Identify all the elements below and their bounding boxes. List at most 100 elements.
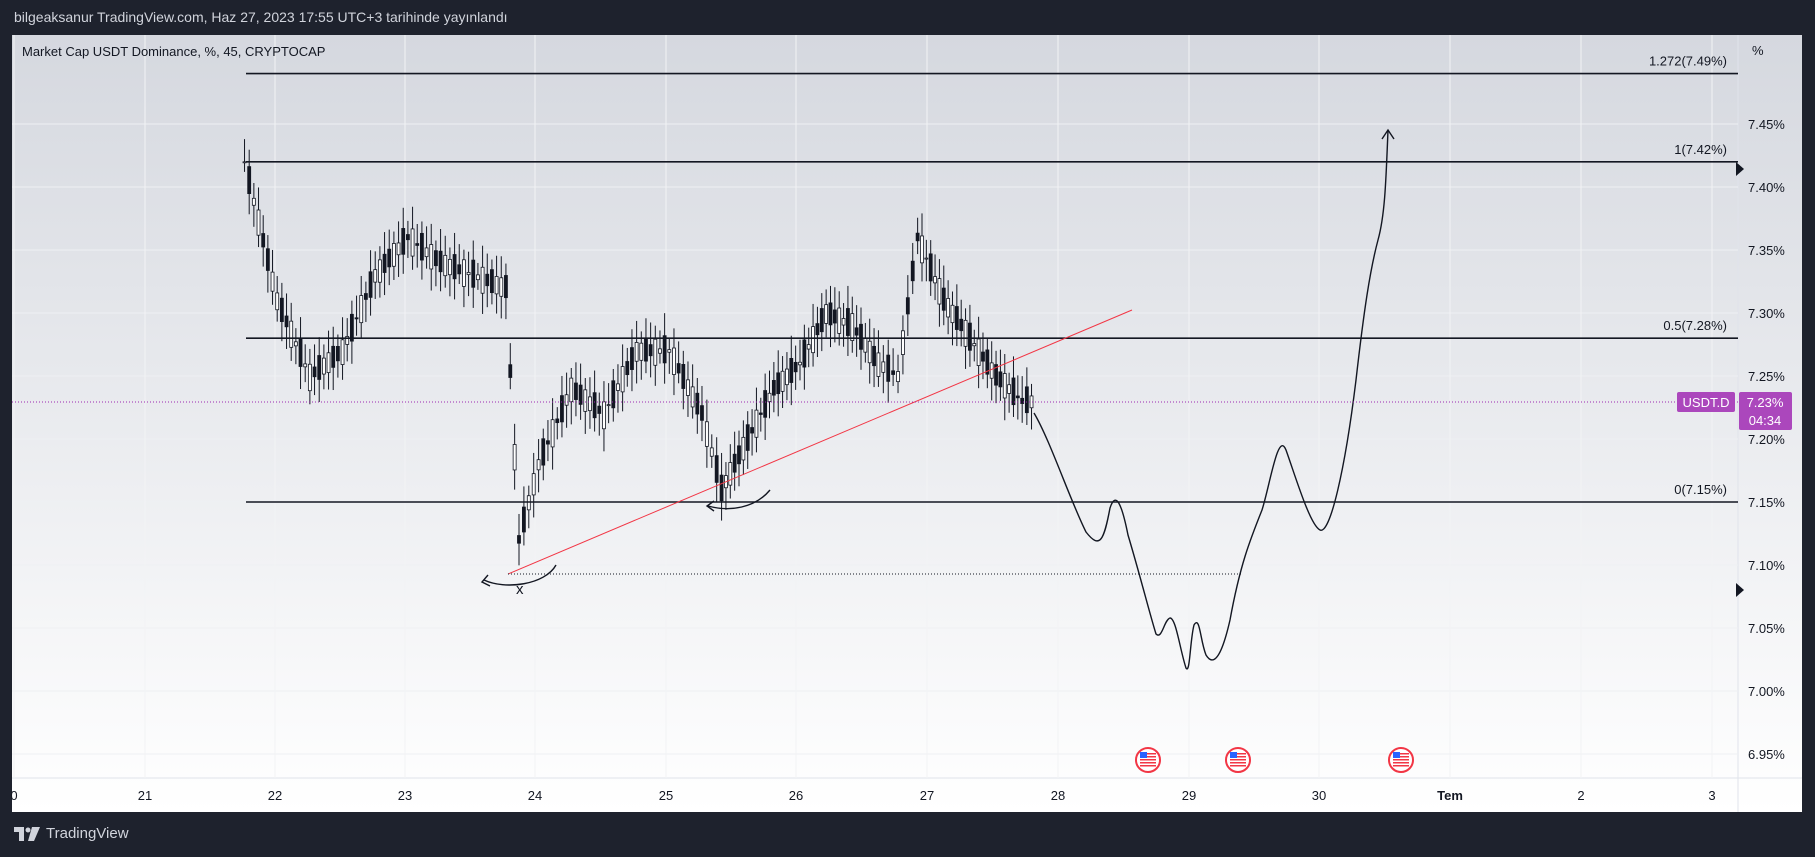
candle-body [630, 347, 634, 370]
candle-body [611, 380, 616, 409]
time-tick-label: 25 [659, 788, 673, 803]
flag-stripe [1230, 759, 1246, 761]
candle-body [928, 253, 933, 282]
candle-body [905, 297, 910, 315]
footer: TradingView [0, 812, 1815, 857]
price-tick-label: 7.45% [1748, 117, 1785, 132]
candle-body [789, 358, 794, 383]
candle-body [536, 459, 541, 471]
economic-events [1135, 747, 1414, 773]
candle-body [550, 419, 555, 448]
candle-body [303, 363, 308, 368]
price-tick-label: 7.30% [1748, 306, 1785, 321]
support-trendline[interactable] [507, 309, 1133, 575]
us-flag-icon[interactable] [1388, 747, 1414, 773]
candle-body [340, 339, 345, 365]
candle-body [541, 438, 546, 466]
candle-body [247, 166, 252, 194]
candle-body [354, 317, 359, 320]
candle-body [251, 197, 256, 206]
candle-body [345, 336, 350, 345]
candle-body [242, 161, 247, 164]
candle-body [859, 323, 863, 350]
forecast-arrow-head [1381, 128, 1395, 140]
candle-body [298, 338, 303, 367]
candle-body [850, 313, 855, 341]
candle-body [745, 424, 750, 451]
candle-body [546, 440, 550, 445]
us-flag-icon[interactable] [1135, 747, 1161, 773]
candle-body [462, 259, 466, 287]
flag-canton [1393, 752, 1400, 758]
candle-body [700, 405, 704, 421]
candle-body [508, 364, 513, 378]
candle-body [321, 357, 326, 375]
candle-body [424, 247, 429, 258]
candle-body [452, 254, 457, 280]
candle-body [662, 335, 667, 364]
time-tick-label: Tem [1437, 788, 1463, 803]
candle-body [690, 386, 695, 408]
candle-body [410, 228, 415, 257]
candle-body [841, 318, 846, 326]
fib-levels: 1.272(7.49%) 1(7.42%) 0.5(7.28%) 0(7.15%) [246, 54, 1744, 503]
candle-body [606, 404, 611, 407]
candle-body [854, 327, 859, 336]
forecast-path[interactable] [1033, 129, 1389, 670]
candle-body [396, 242, 401, 256]
candle-body [443, 254, 448, 277]
candle-body [811, 326, 815, 354]
candle-body [941, 287, 946, 311]
drawings: x [12, 128, 1738, 670]
time-tick-label: 26 [789, 788, 803, 803]
us-flag-icon[interactable] [1225, 747, 1251, 773]
candle-body [349, 313, 354, 342]
candle-body [824, 304, 829, 324]
flag-stripe [1140, 756, 1156, 758]
candles [242, 139, 1034, 566]
candle-body [963, 319, 968, 347]
candle-body [719, 474, 724, 502]
last-price-badge[interactable]: USDT.D 7.23% 04:34 [1677, 392, 1792, 430]
candle-body [837, 307, 842, 334]
candle-body [876, 352, 881, 377]
candle-body [480, 266, 485, 294]
candle-body [976, 338, 981, 366]
candle-body [933, 276, 937, 284]
symbol-badge [1677, 392, 1735, 412]
candle-body [569, 377, 574, 403]
candle-body [972, 343, 977, 347]
candle-body [767, 392, 772, 403]
tradingview-logo[interactable]: TradingView [14, 825, 129, 842]
candle-body [574, 382, 578, 400]
second-low-arrow [705, 500, 715, 512]
candle-body [405, 234, 410, 241]
candle-body [780, 370, 785, 392]
candle-body [415, 243, 420, 246]
candle-body [924, 257, 929, 260]
candle-body [499, 277, 504, 297]
price-tick-label: 7.00% [1748, 684, 1785, 699]
candle-body [531, 473, 536, 496]
candle-body [998, 371, 1003, 388]
price-tick-label: 7.15% [1748, 495, 1785, 510]
published-caption: bilgeaksanur TradingView.com, Haz 27, 20… [14, 9, 508, 25]
candle-body [954, 306, 959, 330]
candle-body [863, 337, 868, 353]
candle-body [382, 253, 387, 273]
candle-body [504, 275, 508, 299]
flag-stripe [1393, 756, 1409, 758]
candle-body [750, 427, 754, 434]
candle-body [494, 276, 499, 295]
candle-body [307, 363, 312, 392]
candle-body [326, 352, 331, 374]
flag-stripe [1393, 765, 1409, 767]
brand-label: TradingView [46, 825, 129, 842]
flag-stripe [1230, 756, 1246, 758]
candle-body [714, 455, 719, 483]
candle-body [648, 344, 653, 357]
candle-body [732, 453, 737, 473]
scroll-right-marker[interactable] [1736, 583, 1744, 597]
candle-body [448, 258, 452, 276]
